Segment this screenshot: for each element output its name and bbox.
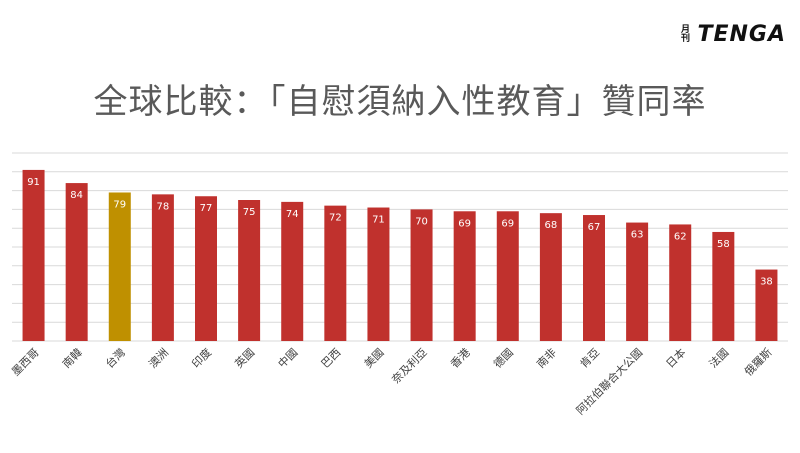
bar bbox=[65, 183, 88, 341]
bar bbox=[195, 196, 217, 341]
category-label: 南韓 bbox=[60, 346, 85, 371]
bar bbox=[151, 194, 174, 341]
category-label: 俄羅斯 bbox=[742, 346, 775, 379]
bar bbox=[324, 205, 347, 341]
bar bbox=[281, 201, 304, 341]
data-label: 71 bbox=[372, 215, 385, 226]
data-label: 58 bbox=[717, 239, 730, 250]
data-label: 68 bbox=[545, 220, 558, 231]
bar bbox=[755, 269, 778, 341]
category-label: 印度 bbox=[189, 345, 214, 370]
logo-seal: 月刊 bbox=[680, 24, 690, 44]
data-label: 77 bbox=[200, 203, 213, 214]
data-label: 74 bbox=[286, 209, 299, 220]
bar bbox=[367, 207, 390, 341]
bar bbox=[626, 222, 649, 341]
category-label: 肯亞 bbox=[577, 346, 602, 371]
chart-title: 全球比較：「自慰須納入性教育」贊同率 bbox=[93, 82, 707, 122]
category-label: 中國 bbox=[276, 346, 301, 371]
category-label: 香港 bbox=[448, 346, 473, 371]
bar bbox=[453, 211, 476, 341]
bar bbox=[108, 192, 131, 341]
logo-wordmark: TENGA bbox=[697, 22, 786, 47]
data-label: 38 bbox=[760, 277, 773, 288]
data-label: 84 bbox=[70, 190, 83, 201]
category-label: 美國 bbox=[362, 346, 387, 371]
category-label: 巴西 bbox=[319, 346, 344, 371]
category-label: 墨西哥 bbox=[9, 346, 42, 379]
data-label: 91 bbox=[27, 177, 40, 188]
category-label: 南非 bbox=[534, 346, 559, 371]
category-label: 澳洲 bbox=[146, 346, 171, 371]
data-label: 63 bbox=[631, 230, 644, 241]
data-label: 67 bbox=[588, 222, 601, 233]
bar bbox=[410, 209, 433, 341]
data-label: 69 bbox=[501, 218, 514, 229]
bar bbox=[539, 213, 562, 341]
bar bbox=[583, 215, 605, 341]
bar bbox=[669, 224, 692, 341]
bar bbox=[238, 200, 261, 341]
data-label: 62 bbox=[674, 231, 687, 242]
data-label: 70 bbox=[415, 216, 428, 227]
data-label: 79 bbox=[113, 199, 126, 210]
data-label: 75 bbox=[243, 207, 256, 218]
bar bbox=[712, 231, 735, 341]
category-label: 奈及利亞 bbox=[389, 345, 430, 386]
category-label: 台灣 bbox=[102, 345, 127, 370]
data-label: 78 bbox=[157, 201, 170, 212]
category-label: 德國 bbox=[490, 345, 515, 370]
bar bbox=[496, 211, 519, 341]
data-label: 72 bbox=[329, 213, 342, 224]
category-label: 法國 bbox=[706, 345, 731, 370]
category-label: 日本 bbox=[663, 345, 688, 370]
category-label: 英國 bbox=[232, 345, 257, 370]
data-label: 69 bbox=[458, 218, 471, 229]
bar bbox=[22, 169, 45, 341]
tenga-logo: 月刊 TENGA bbox=[679, 22, 786, 47]
